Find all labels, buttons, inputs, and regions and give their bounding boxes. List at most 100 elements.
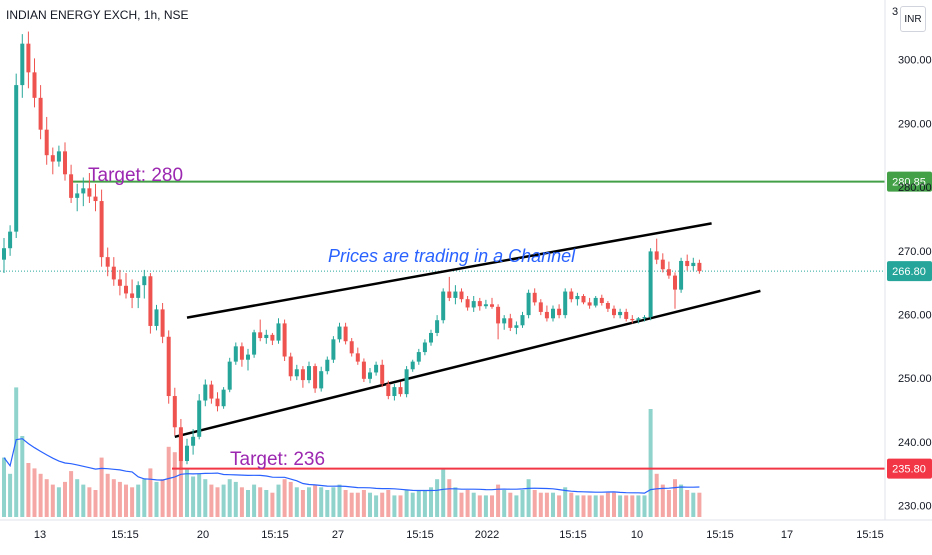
volume-bar xyxy=(148,468,153,517)
volume-bar xyxy=(679,484,684,517)
candle-body xyxy=(624,311,629,319)
candle-body xyxy=(8,231,13,249)
candle-body xyxy=(233,346,238,362)
volume-bar xyxy=(185,468,189,517)
candle xyxy=(520,311,525,328)
candle-body xyxy=(227,361,232,390)
channel-upper-line[interactable] xyxy=(186,222,712,319)
volume-bar xyxy=(618,495,623,517)
volume-bar xyxy=(459,492,464,517)
candle xyxy=(477,297,482,311)
candle-body xyxy=(697,262,702,272)
candle-body xyxy=(197,400,202,437)
volume-bar xyxy=(313,484,318,517)
candle-body xyxy=(276,323,281,341)
candle xyxy=(282,319,287,361)
candle xyxy=(666,261,671,279)
candle-body xyxy=(160,309,165,337)
candle xyxy=(551,305,555,322)
candle-body xyxy=(691,262,696,267)
candle xyxy=(654,238,659,265)
y-tick-label: 300.00 xyxy=(898,55,932,67)
annotation-target-280[interactable]: Target: 280 xyxy=(88,165,183,186)
candle xyxy=(178,418,183,470)
candle-body xyxy=(648,251,653,318)
annotation-target-236[interactable]: Target: 236 xyxy=(230,449,325,470)
volume-bar xyxy=(526,479,531,517)
y-tick-label: 280.00 xyxy=(898,182,932,194)
candle xyxy=(215,392,220,412)
candle-body xyxy=(685,260,690,267)
candle-body xyxy=(117,279,122,286)
candle-body xyxy=(209,384,214,399)
volume-bar xyxy=(691,492,696,517)
candle xyxy=(117,269,122,296)
candle-body xyxy=(374,364,379,373)
candle xyxy=(75,183,80,212)
candle-body xyxy=(508,318,513,328)
volume-ma-line xyxy=(3,438,700,494)
candle-body xyxy=(148,276,153,326)
x-tick-label: 10 xyxy=(631,529,643,541)
volume-bar xyxy=(416,490,421,517)
candle-body xyxy=(459,291,464,300)
candle-body xyxy=(44,129,49,156)
candle xyxy=(612,305,616,319)
candle-body xyxy=(544,311,549,319)
candle xyxy=(673,272,677,309)
volume-bar xyxy=(264,490,269,517)
volume-bar xyxy=(203,479,208,517)
candle xyxy=(380,359,385,388)
candle xyxy=(20,34,25,98)
candle-body xyxy=(124,285,128,294)
volume-bar xyxy=(624,495,629,517)
volume-bar xyxy=(307,487,311,517)
volume-bar xyxy=(56,487,61,517)
candle xyxy=(532,288,537,306)
volume-bar xyxy=(386,490,391,517)
volume-bar xyxy=(99,457,104,517)
candle xyxy=(599,294,604,306)
candles xyxy=(2,31,702,470)
candle-body xyxy=(453,291,458,298)
lower-target-price-label: 235.80 xyxy=(892,464,926,476)
candle xyxy=(526,289,531,319)
channel-lower-line[interactable] xyxy=(174,289,761,439)
volume-bar xyxy=(105,473,110,517)
volume-bar xyxy=(422,490,427,517)
volume-bar xyxy=(227,479,232,517)
candle-body xyxy=(166,336,171,397)
candle xyxy=(386,380,391,400)
candle-body xyxy=(203,384,208,401)
candle-body xyxy=(185,445,189,462)
volume-bar xyxy=(441,468,446,517)
y-tick-label: 270.00 xyxy=(898,246,932,258)
volume-bar xyxy=(514,495,519,517)
candle xyxy=(331,336,336,363)
candle xyxy=(81,177,86,207)
candle-body xyxy=(447,291,452,298)
candle xyxy=(471,295,476,312)
annotation-channel[interactable]: Prices are trading in a Channel xyxy=(328,246,576,266)
axis-corner-label: 3 xyxy=(892,6,899,18)
candle xyxy=(636,317,641,324)
candle xyxy=(154,304,159,331)
candle xyxy=(538,299,543,316)
volume-bar xyxy=(349,492,354,517)
last-price-label: 266.80 xyxy=(892,266,926,278)
candle-body xyxy=(331,339,336,360)
x-tick-label: 2022 xyxy=(475,529,499,541)
volume-bar xyxy=(331,487,336,517)
x-tick-label: 15:15 xyxy=(406,529,434,541)
volume-bar xyxy=(532,490,537,517)
candle xyxy=(246,348,250,371)
candle xyxy=(8,225,13,256)
volume-bar xyxy=(154,481,159,517)
candle xyxy=(239,342,244,367)
candle-body xyxy=(642,317,647,319)
candle-body xyxy=(490,304,494,307)
candle xyxy=(355,347,360,365)
currency-button[interactable]: INR xyxy=(900,6,926,32)
